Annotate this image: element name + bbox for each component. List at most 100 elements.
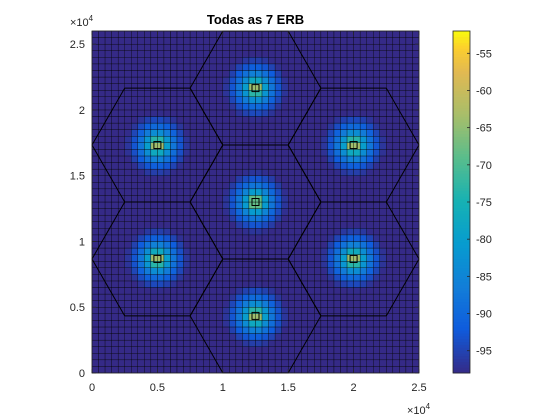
heatmap-cell: [333, 90, 341, 97]
heatmap-cell: [248, 353, 256, 361]
heatmap-cell: [91, 43, 99, 51]
heatmap-cell: [229, 122, 237, 130]
heatmap-cell: [392, 241, 400, 249]
heatmap-cell: [163, 339, 171, 347]
heatmap-cell: [314, 63, 322, 71]
heatmap-cell: [131, 333, 138, 341]
heatmap-cell: [196, 50, 204, 58]
heatmap-cell: [203, 320, 210, 328]
colorbar-segment: [453, 355, 470, 360]
heatmap-cell: [366, 366, 374, 374]
heatmap-cell: [137, 359, 145, 367]
heatmap-cell: [274, 228, 282, 236]
heatmap-cell: [124, 129, 132, 137]
heatmap-cell: [176, 241, 184, 249]
heatmap-cell: [163, 307, 171, 314]
heatmap-cell: [176, 129, 184, 137]
heatmap-cell: [359, 63, 367, 71]
heatmap-cell: [104, 122, 112, 130]
heatmap-cell: [144, 136, 152, 143]
heatmap-cell: [248, 109, 256, 117]
heatmap-cell: [98, 188, 106, 196]
heatmap-cell: [399, 30, 407, 38]
heatmap-cell: [268, 241, 276, 249]
heatmap-cell: [274, 63, 282, 71]
heatmap-cell: [333, 136, 341, 143]
heatmap-cell: [91, 116, 99, 124]
heatmap-cell: [294, 261, 302, 268]
heatmap-cell: [320, 155, 328, 163]
heatmap-cell: [320, 320, 328, 328]
heatmap-cell: [91, 320, 99, 328]
heatmap-cell: [131, 155, 138, 163]
heatmap-cell: [333, 57, 341, 65]
heatmap-cell: [183, 320, 191, 328]
colorbar-segment: [453, 193, 470, 197]
heatmap-cell: [104, 70, 112, 78]
heatmap-cell: [294, 359, 302, 367]
heatmap-cell: [301, 234, 308, 242]
heatmap-cell: [340, 168, 348, 176]
heatmap-cell: [346, 214, 354, 222]
heatmap-cell: [268, 63, 276, 71]
heatmap-cell: [117, 287, 125, 295]
heatmap-cell: [111, 96, 119, 104]
heatmap-cell: [157, 247, 165, 255]
heatmap-cell: [216, 346, 223, 354]
heatmap-cell: [222, 37, 230, 45]
heatmap-cell: [124, 63, 132, 71]
heatmap-cell: [222, 155, 230, 163]
heatmap-cell: [281, 37, 289, 45]
heatmap-cell: [268, 30, 276, 38]
heatmap-cell: [235, 37, 243, 45]
colorbar-segment: [453, 127, 470, 132]
heatmap-cell: [163, 83, 171, 91]
heatmap-cell: [117, 57, 125, 65]
heatmap-cell: [281, 50, 289, 58]
heatmap-cell: [314, 267, 322, 275]
colorbar-segment: [453, 370, 470, 374]
heatmap-cell: [373, 50, 380, 58]
heatmap-cell: [261, 37, 269, 45]
heatmap-cell: [176, 43, 184, 51]
heatmap-cell: [320, 366, 328, 374]
heatmap-cell: [281, 339, 289, 347]
heatmap-cell: [340, 90, 348, 97]
heatmap-cell: [98, 359, 106, 367]
heatmap-cell: [294, 307, 302, 314]
heatmap-cell: [333, 30, 341, 38]
heatmap-cell: [189, 43, 197, 51]
heatmap-cell: [320, 96, 328, 104]
heatmap-cell: [209, 221, 217, 229]
heatmap-cell: [327, 57, 335, 65]
colorbar-segment: [453, 116, 470, 120]
heatmap-cell: [131, 90, 138, 97]
heatmap-cell: [294, 76, 302, 84]
heatmap-cell: [255, 274, 263, 282]
heatmap-cell: [366, 149, 374, 157]
heatmap-cell: [340, 307, 348, 314]
heatmap-cell: [183, 333, 191, 341]
heatmap-cell: [91, 76, 99, 84]
heatmap-cell: [366, 254, 374, 262]
heatmap-cell: [176, 162, 184, 170]
heatmap-cell: [314, 70, 322, 78]
heatmap-cell: [340, 201, 348, 209]
heatmap-cell: [288, 103, 295, 111]
heatmap-cell: [353, 90, 361, 97]
colorbar-segment: [453, 110, 470, 115]
colorbar-segment: [453, 167, 470, 172]
heatmap-cell: [281, 30, 289, 38]
heatmap-cell: [274, 182, 282, 190]
heatmap-cell: [301, 254, 308, 262]
heatmap-cell: [91, 333, 99, 341]
heatmap-cell: [255, 149, 263, 157]
heatmap-cell: [189, 346, 197, 354]
heatmap-cell: [242, 300, 250, 308]
heatmap-cell: [281, 274, 289, 282]
heatmap-cell: [281, 149, 289, 157]
heatmap-cell: [320, 267, 328, 275]
heatmap-cell: [274, 333, 282, 341]
heatmap-cell: [163, 287, 171, 295]
heatmap-cell: [392, 280, 400, 288]
